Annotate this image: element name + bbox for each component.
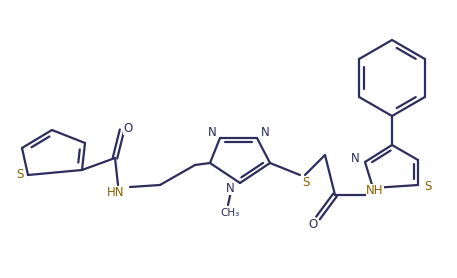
Text: S: S [303, 177, 310, 190]
Text: N: N [351, 153, 359, 165]
Text: CH₃: CH₃ [220, 208, 239, 218]
Text: N: N [226, 182, 234, 195]
Text: O: O [308, 217, 318, 230]
Text: HN: HN [107, 187, 125, 200]
Text: S: S [424, 180, 432, 193]
Text: N: N [260, 126, 269, 140]
Text: O: O [123, 121, 133, 135]
Text: N: N [207, 126, 216, 140]
Text: NH: NH [366, 183, 384, 197]
Text: S: S [16, 168, 24, 182]
